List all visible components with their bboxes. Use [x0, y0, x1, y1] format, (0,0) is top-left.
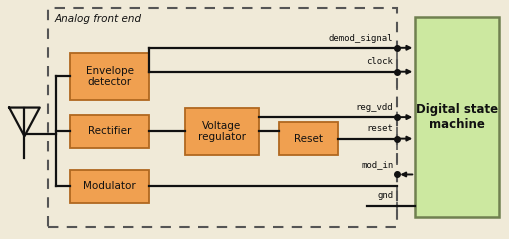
Bar [70, 53, 149, 100]
Text: Modulator: Modulator [83, 181, 135, 191]
Text: Digital state
machine: Digital state machine [415, 103, 497, 131]
Text: Rectifier: Rectifier [88, 126, 131, 136]
Text: demod_signal: demod_signal [328, 33, 392, 43]
Text: Analog front end: Analog front end [54, 14, 142, 24]
Bar [278, 122, 337, 155]
Bar [70, 115, 149, 147]
Text: reset: reset [365, 124, 392, 133]
Bar [414, 17, 498, 217]
Text: Envelope
detector: Envelope detector [86, 66, 133, 87]
Text: clock: clock [365, 57, 392, 66]
Bar [184, 108, 258, 155]
Bar [70, 170, 149, 203]
Text: gnd: gnd [377, 191, 392, 200]
Text: Reset: Reset [293, 134, 322, 144]
Text: Voltage
regulator: Voltage regulator [197, 121, 245, 142]
Text: reg_vdd: reg_vdd [355, 103, 392, 112]
Text: mod_in: mod_in [360, 160, 392, 169]
Bar [48, 8, 397, 227]
